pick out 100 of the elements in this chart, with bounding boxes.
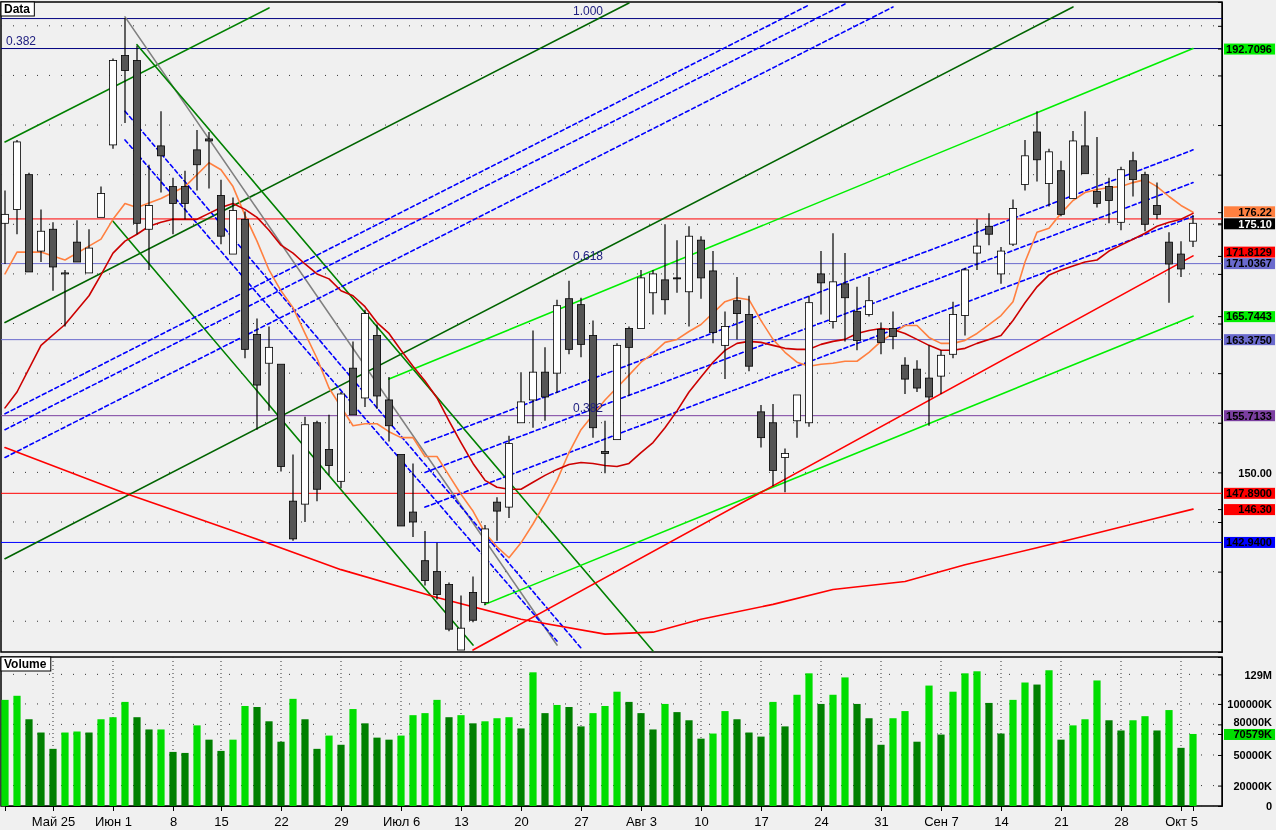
y-tick-label: 0 <box>1265 800 1272 813</box>
bar <box>841 677 849 806</box>
bar <box>1057 739 1065 806</box>
candlestick <box>733 276 741 340</box>
candlestick <box>673 239 681 294</box>
y-tick-label: 50000K <box>1233 749 1273 762</box>
x-tick-label: 10 <box>694 813 709 829</box>
bar <box>1117 730 1125 806</box>
bar <box>1009 699 1017 806</box>
bar <box>601 705 609 806</box>
bar <box>1033 684 1041 806</box>
x-tick-label: 13 <box>454 813 469 829</box>
candlestick <box>853 286 861 351</box>
bar <box>217 750 225 806</box>
bar <box>973 671 981 806</box>
candlestick <box>133 45 141 235</box>
bar <box>793 694 801 806</box>
candlestick <box>493 496 501 542</box>
candlestick <box>361 309 369 408</box>
x-tick-label: 17 <box>754 813 769 829</box>
bar <box>577 726 585 806</box>
candlestick <box>505 435 513 519</box>
candlestick <box>229 196 237 255</box>
candlestick <box>397 454 405 527</box>
bar <box>373 737 381 806</box>
candlestick <box>409 462 417 538</box>
bar <box>445 717 453 806</box>
candlestick <box>661 223 669 316</box>
candlestick <box>61 269 69 328</box>
candlestick <box>577 297 585 358</box>
bar <box>913 741 921 806</box>
annotation: 0.382 <box>6 33 37 48</box>
bar <box>649 729 657 806</box>
bar <box>613 691 621 806</box>
bar <box>505 717 513 806</box>
bar <box>1165 710 1173 806</box>
candlestick <box>1117 166 1125 231</box>
x-tick-label: Окт 5 <box>1165 813 1198 829</box>
y-tick-label: 192.7096 <box>1226 42 1272 55</box>
candlestick <box>85 228 93 274</box>
ref-line-label: 142.9400 <box>1226 536 1272 549</box>
bar <box>1177 747 1185 806</box>
candlestick <box>913 359 921 393</box>
y-tick-label: 165.7443 <box>1226 310 1272 323</box>
bar <box>349 709 357 806</box>
bar <box>313 748 321 806</box>
bar <box>181 752 189 806</box>
bar <box>421 713 429 806</box>
candlestick <box>169 177 177 235</box>
candlestick <box>1105 177 1113 224</box>
bar <box>1105 720 1113 806</box>
bar <box>205 739 213 806</box>
bar <box>37 732 45 806</box>
candlestick <box>217 179 225 245</box>
candlestick <box>421 530 429 587</box>
candlestick <box>997 246 1005 285</box>
candlestick <box>949 301 957 359</box>
candlestick <box>253 317 261 431</box>
bar <box>529 672 537 806</box>
candlestick <box>481 524 489 606</box>
candlestick <box>97 185 105 218</box>
candlestick <box>1093 136 1101 209</box>
candlestick <box>73 219 81 263</box>
x-tick-label: 24 <box>814 813 829 829</box>
bar <box>1141 716 1149 806</box>
candlestick <box>601 420 609 474</box>
candlestick <box>289 453 297 542</box>
bar <box>13 695 21 806</box>
bar <box>169 751 177 806</box>
candlestick <box>337 391 345 489</box>
candlestick <box>157 110 165 194</box>
candlestick <box>1057 160 1065 217</box>
candlestick <box>265 325 273 412</box>
bar <box>1189 733 1197 806</box>
bar <box>781 726 789 806</box>
line-series <box>4 202 1194 491</box>
bar <box>241 705 249 806</box>
candlestick <box>901 356 909 395</box>
candlestick <box>37 208 45 263</box>
candlestick <box>1081 110 1089 175</box>
bar <box>277 741 285 806</box>
bar <box>709 733 717 806</box>
bar <box>265 721 273 806</box>
candlestick <box>1009 198 1017 247</box>
bar <box>889 718 897 806</box>
bar <box>301 719 309 806</box>
bar <box>289 698 297 806</box>
candlestick <box>373 323 381 410</box>
candlestick <box>49 221 57 292</box>
bar <box>1153 730 1161 806</box>
candlestick <box>829 232 837 330</box>
bar <box>745 732 753 806</box>
bar <box>337 744 345 806</box>
bar <box>397 735 405 806</box>
ref-line-label: 163.3750 <box>1226 333 1272 346</box>
bar <box>109 717 117 806</box>
chart-title: Data <box>4 2 31 16</box>
bar <box>553 704 561 806</box>
candlestick <box>205 131 213 190</box>
bar <box>673 712 681 806</box>
